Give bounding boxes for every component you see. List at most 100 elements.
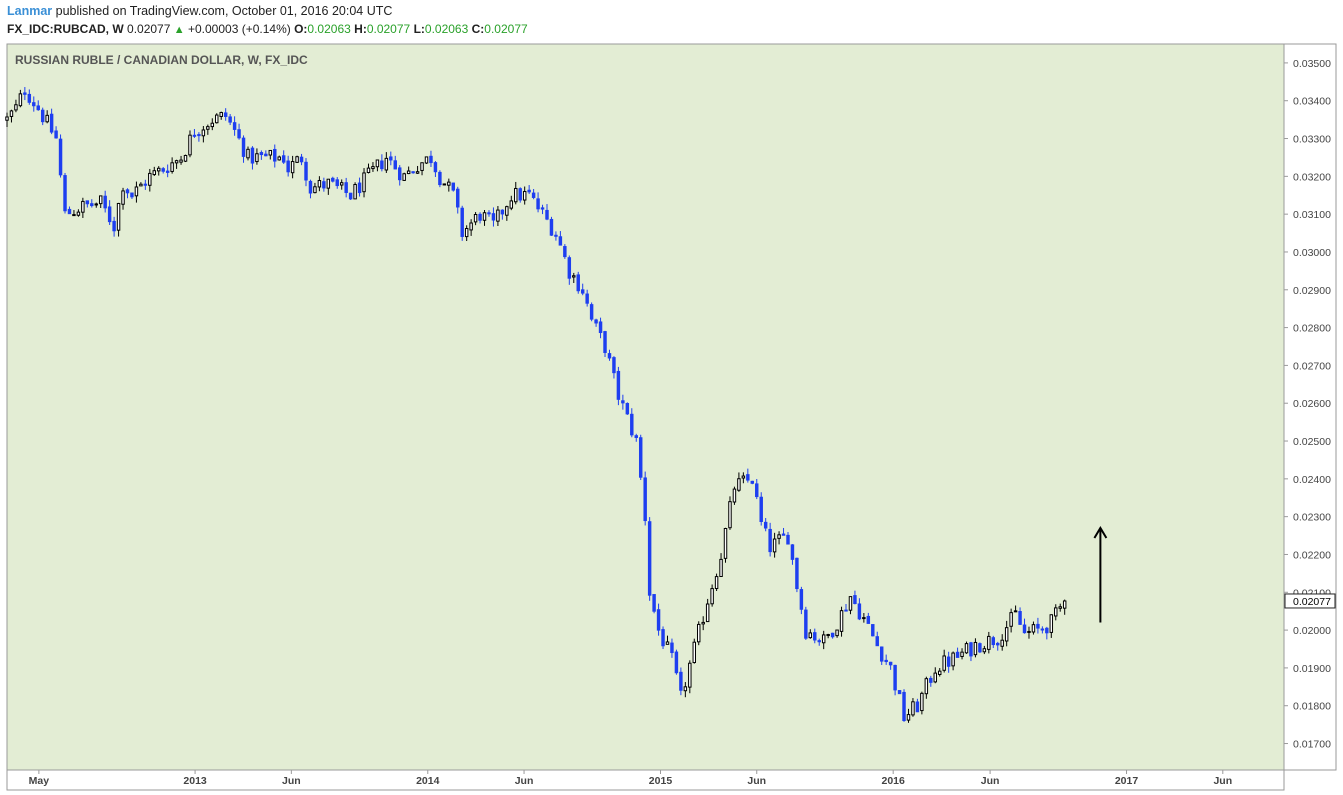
candle-body bbox=[871, 624, 875, 637]
candle-body bbox=[45, 114, 49, 123]
candle-body bbox=[884, 659, 888, 663]
y-tick-label: 0.01900 bbox=[1293, 663, 1331, 675]
y-tick-label: 0.03100 bbox=[1293, 209, 1331, 221]
candle-body bbox=[451, 182, 456, 191]
x-tick-label: Jun bbox=[747, 775, 766, 787]
candle-body bbox=[174, 160, 179, 164]
candle bbox=[839, 606, 844, 637]
candle bbox=[139, 182, 143, 187]
candle-body bbox=[313, 186, 317, 194]
candle bbox=[991, 635, 996, 649]
candle bbox=[665, 635, 670, 645]
candle bbox=[304, 158, 308, 187]
candle-body bbox=[723, 528, 728, 559]
candle-body bbox=[911, 701, 915, 716]
candle-body bbox=[201, 129, 206, 137]
candle bbox=[1062, 599, 1067, 615]
candle-body bbox=[545, 209, 549, 220]
candle bbox=[326, 178, 331, 195]
candle-body bbox=[357, 182, 362, 194]
candle-body bbox=[331, 177, 335, 182]
candle bbox=[621, 394, 625, 410]
candle-body bbox=[933, 672, 937, 683]
candle-body bbox=[897, 690, 902, 695]
candle-body bbox=[415, 171, 420, 174]
candle bbox=[14, 99, 18, 113]
candle bbox=[755, 478, 759, 500]
candle bbox=[768, 522, 772, 557]
candle-body bbox=[250, 147, 255, 164]
candle-body bbox=[366, 167, 371, 174]
candle-body bbox=[634, 435, 638, 438]
candle-body bbox=[826, 634, 830, 637]
author-link[interactable]: Lanmar bbox=[7, 4, 53, 18]
candle-body bbox=[755, 483, 759, 498]
candle-body bbox=[804, 609, 808, 639]
candle-body bbox=[763, 521, 768, 529]
candle-body bbox=[143, 183, 148, 186]
candle-body bbox=[81, 200, 85, 213]
candle-body bbox=[1004, 627, 1009, 642]
candle bbox=[647, 517, 652, 601]
candle bbox=[232, 116, 237, 136]
candle bbox=[719, 553, 723, 578]
candle-body bbox=[563, 246, 567, 258]
candle bbox=[161, 167, 165, 174]
y-tick-label: 0.02800 bbox=[1293, 323, 1331, 335]
candle bbox=[906, 708, 911, 723]
candle bbox=[670, 638, 674, 658]
candle bbox=[72, 210, 76, 217]
candle-body bbox=[821, 634, 826, 644]
candle bbox=[478, 212, 482, 224]
candle bbox=[375, 159, 380, 172]
candle bbox=[612, 356, 616, 379]
change-value: +0.00003 (+0.14%) bbox=[187, 22, 291, 36]
plot-area bbox=[7, 44, 1284, 770]
candle bbox=[888, 661, 893, 670]
candle-body bbox=[955, 651, 960, 658]
candle-body bbox=[603, 331, 607, 353]
candle-body bbox=[76, 211, 81, 216]
candle-body bbox=[830, 632, 835, 638]
candle-body bbox=[49, 113, 54, 133]
candle bbox=[996, 641, 1000, 651]
candle-body bbox=[942, 655, 946, 671]
candle-body bbox=[906, 714, 911, 721]
candle-body bbox=[384, 157, 389, 171]
candle-body bbox=[705, 603, 710, 623]
candle bbox=[322, 177, 326, 192]
candle bbox=[112, 216, 116, 237]
y-tick-labels: 0.017000.018000.019000.020000.021000.022… bbox=[1284, 58, 1331, 751]
candle-body bbox=[268, 149, 273, 156]
candle-body bbox=[1009, 612, 1013, 627]
candle-body bbox=[607, 353, 612, 359]
candle-body bbox=[63, 175, 67, 212]
y-tick-label: 0.03300 bbox=[1293, 134, 1331, 146]
candle-body bbox=[973, 641, 978, 656]
candle bbox=[603, 330, 607, 358]
candle bbox=[1018, 607, 1022, 625]
candle-body bbox=[710, 588, 714, 605]
y-tick-label: 0.02400 bbox=[1293, 474, 1331, 486]
candle bbox=[572, 272, 576, 283]
candle bbox=[246, 146, 250, 161]
candle-body bbox=[741, 475, 746, 479]
candle bbox=[652, 594, 656, 614]
candle bbox=[420, 162, 424, 176]
candle bbox=[9, 109, 14, 123]
candle bbox=[781, 527, 786, 536]
symbol-label[interactable]: FX_IDC:RUBCAD, W bbox=[7, 22, 124, 36]
candle bbox=[447, 178, 451, 192]
published-text: published on TradingView.com, October 01… bbox=[52, 4, 393, 18]
last-price-label: 0.02077 bbox=[1293, 596, 1331, 608]
candle bbox=[250, 146, 255, 170]
candle bbox=[27, 89, 32, 105]
candle bbox=[540, 204, 545, 215]
last-price: 0.02077 bbox=[127, 22, 171, 36]
candle-body bbox=[94, 203, 98, 206]
candle-body bbox=[857, 603, 862, 620]
candle-body bbox=[1000, 639, 1004, 647]
candle-body bbox=[768, 528, 772, 553]
candle bbox=[692, 638, 696, 664]
